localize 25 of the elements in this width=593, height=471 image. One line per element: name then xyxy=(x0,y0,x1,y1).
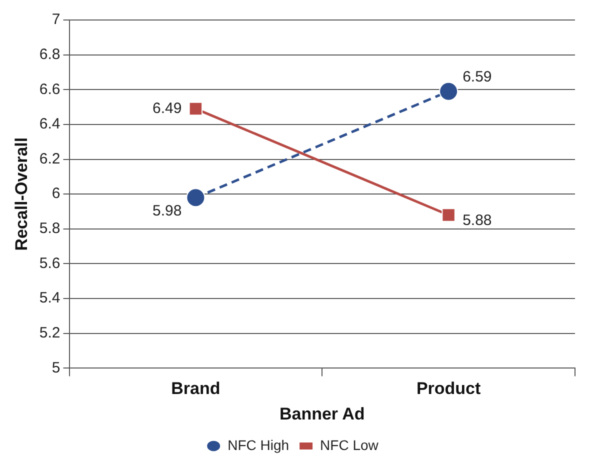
point xyxy=(442,208,456,222)
x-tick-label: Product xyxy=(416,379,482,398)
y-tick-label: 5.2 xyxy=(39,324,60,342)
x-axis-title: Banner Ad xyxy=(279,404,365,424)
data-label: 6.49 xyxy=(152,100,182,117)
x-tick-label: Brand xyxy=(171,379,220,398)
y-tick-label: 5 xyxy=(52,359,60,376)
point xyxy=(188,102,203,116)
y-tick-label: 5.8 xyxy=(39,220,60,238)
y-tick-label: 5.4 xyxy=(39,290,60,307)
point xyxy=(186,188,206,208)
y-axis-title: Recall-Overall xyxy=(12,137,31,251)
data-label: 5.88 xyxy=(462,212,492,230)
y-tick-label: 6.8 xyxy=(39,46,60,63)
legend-label: NFC Low xyxy=(320,436,380,453)
point xyxy=(439,82,458,101)
data-label: 5.98 xyxy=(152,202,182,220)
y-tick-label: 6 xyxy=(52,185,60,202)
y-tick-label: 7 xyxy=(52,11,60,28)
y-tick-label: 6.6 xyxy=(39,80,60,98)
data-label: 6.59 xyxy=(462,68,492,86)
y-tick-label: 6.2 xyxy=(39,150,60,168)
y-tick-label: 6.4 xyxy=(39,116,60,133)
y-tick-label: 5.6 xyxy=(39,254,60,272)
legend-label: NFC High xyxy=(228,436,290,453)
